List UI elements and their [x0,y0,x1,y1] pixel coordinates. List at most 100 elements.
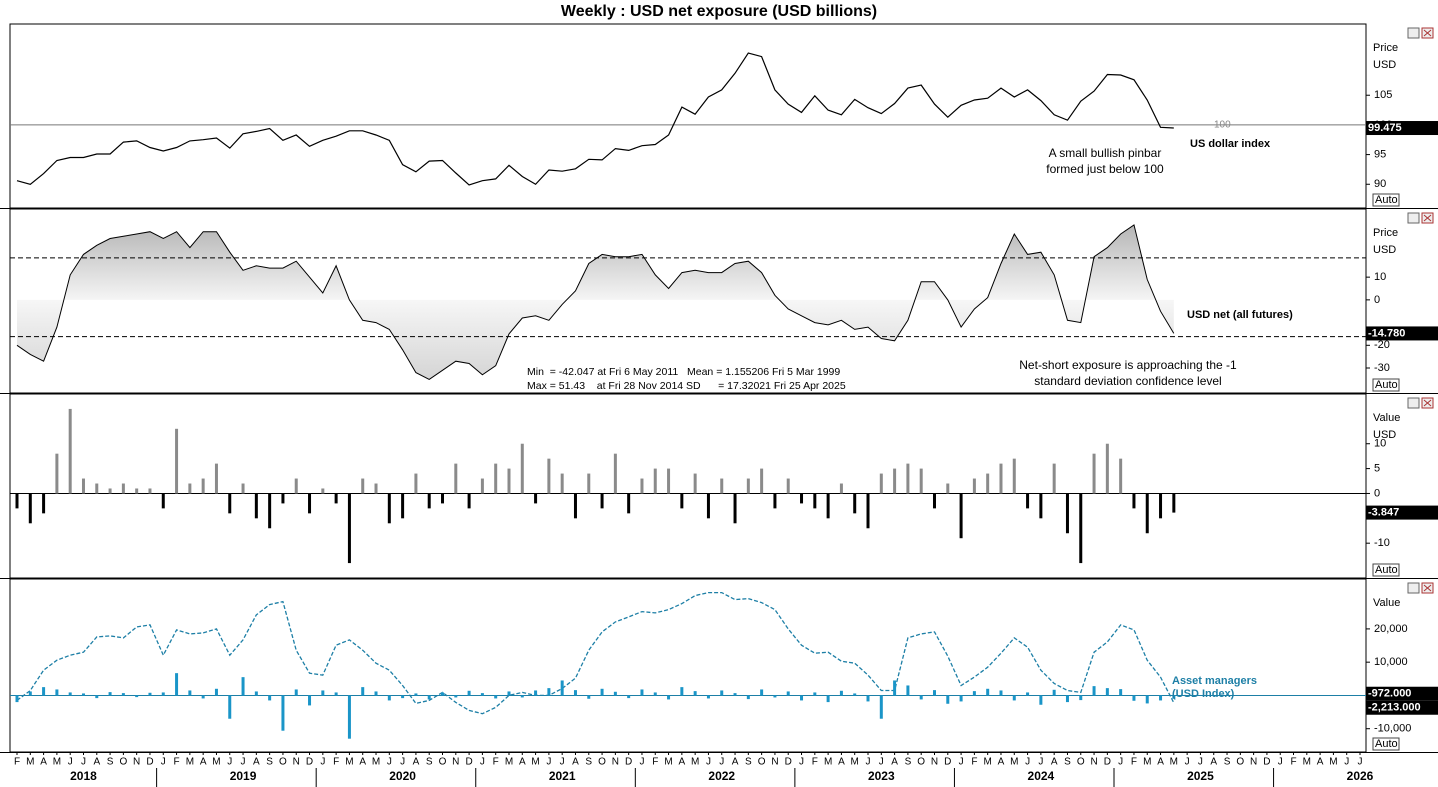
bar [972,691,976,696]
bar [135,488,139,494]
bar [999,463,1003,494]
y-tick-label: -10 [1374,537,1390,549]
x-tick-label: S [107,757,114,768]
bar [1159,493,1163,519]
bar [361,478,365,494]
x-tick-label: F [652,757,658,768]
bar [294,689,298,696]
bar [653,468,657,494]
x-tick-label: A [572,757,579,768]
bar [866,695,870,702]
bar [108,488,112,494]
auto-button-label[interactable]: Auto [1375,194,1398,206]
x-tick-label: N [771,757,778,768]
bar [600,688,604,696]
bar [214,688,218,696]
x-tick-label: M [1010,757,1018,768]
bar [1119,458,1123,494]
bar [534,690,538,696]
bar [148,692,152,696]
bar [946,695,950,704]
x-tick-label: S [585,757,592,768]
bar [906,463,910,494]
x-tick-label: M [345,757,353,768]
bar [667,468,671,494]
last-value-box [1366,686,1438,701]
x-tick-label: M [505,757,513,768]
x-tick-label: O [917,757,925,768]
bar [853,493,857,514]
x-tick-label: D [465,757,472,768]
area-fill [17,224,1174,380]
x-tick-label: M [212,757,220,768]
bar [95,483,99,494]
x-tick-label: M [824,757,832,768]
year-label: 2020 [389,769,416,783]
series-label: US dollar index [1190,138,1271,150]
auto-button-label[interactable]: Auto [1375,379,1398,391]
bar [494,463,498,494]
bar [228,493,232,514]
bar [161,692,165,696]
bar [706,695,710,699]
bar [573,493,577,519]
bar [560,473,564,494]
last-value-label: -3.847 [1368,506,1399,518]
bar [188,690,192,696]
bar [28,691,32,696]
panel-frame [9,23,1367,209]
bar [959,695,963,702]
minimize-icon[interactable] [1407,397,1420,409]
x-tick-label: J [81,757,86,768]
bar [1039,695,1043,705]
year-label: 2023 [868,769,895,783]
bar [720,478,724,494]
last-value-box [1366,326,1438,341]
bar [441,692,445,696]
auto-button[interactable] [1372,563,1400,577]
x-tick-label: N [1250,757,1257,768]
bar [1105,688,1109,696]
x-tick-label: J [227,757,232,768]
bar [321,690,325,696]
year-label: 2026 [1347,769,1374,783]
bar [387,695,391,701]
x-tick-label: F [333,757,339,768]
auto-button[interactable] [1372,193,1400,207]
auto-button[interactable] [1372,737,1400,751]
bar [1026,493,1030,509]
x-tick-label: A [998,757,1005,768]
axis-header: Value [1373,597,1400,609]
x-tick-label: O [279,757,287,768]
bar [1132,695,1136,701]
x-tick-label: J [879,757,884,768]
bar [800,493,804,504]
x-tick-label: D [625,757,632,768]
price-line [16,52,1174,186]
bar [627,493,631,514]
auto-button[interactable] [1372,378,1400,392]
bar [1092,686,1096,696]
bar [640,478,644,494]
annotation: Net-short exposure is approaching the -1… [1019,358,1237,388]
bar [414,693,418,696]
minimize-icon[interactable] [1407,582,1420,594]
auto-button-label[interactable]: Auto [1375,564,1398,576]
bar [680,687,684,696]
y-tick-label: 5 [1374,463,1380,475]
minimize-icon[interactable] [1407,212,1420,224]
minimize-icon[interactable] [1407,27,1420,39]
x-tick-label: F [14,757,20,768]
last-value-label: -972.000 [1368,688,1411,700]
bar [121,483,125,494]
last-value-label: 99.475 [1368,122,1402,134]
bar [175,673,179,696]
bar [281,695,285,731]
y-tick-label: 105 [1374,89,1392,101]
bar [1172,695,1176,699]
x-tick-label: J [706,757,711,768]
x-tick-label: D [1263,757,1270,768]
x-tick-label: N [931,757,938,768]
auto-button-label[interactable]: Auto [1375,738,1398,750]
bar [241,483,245,494]
